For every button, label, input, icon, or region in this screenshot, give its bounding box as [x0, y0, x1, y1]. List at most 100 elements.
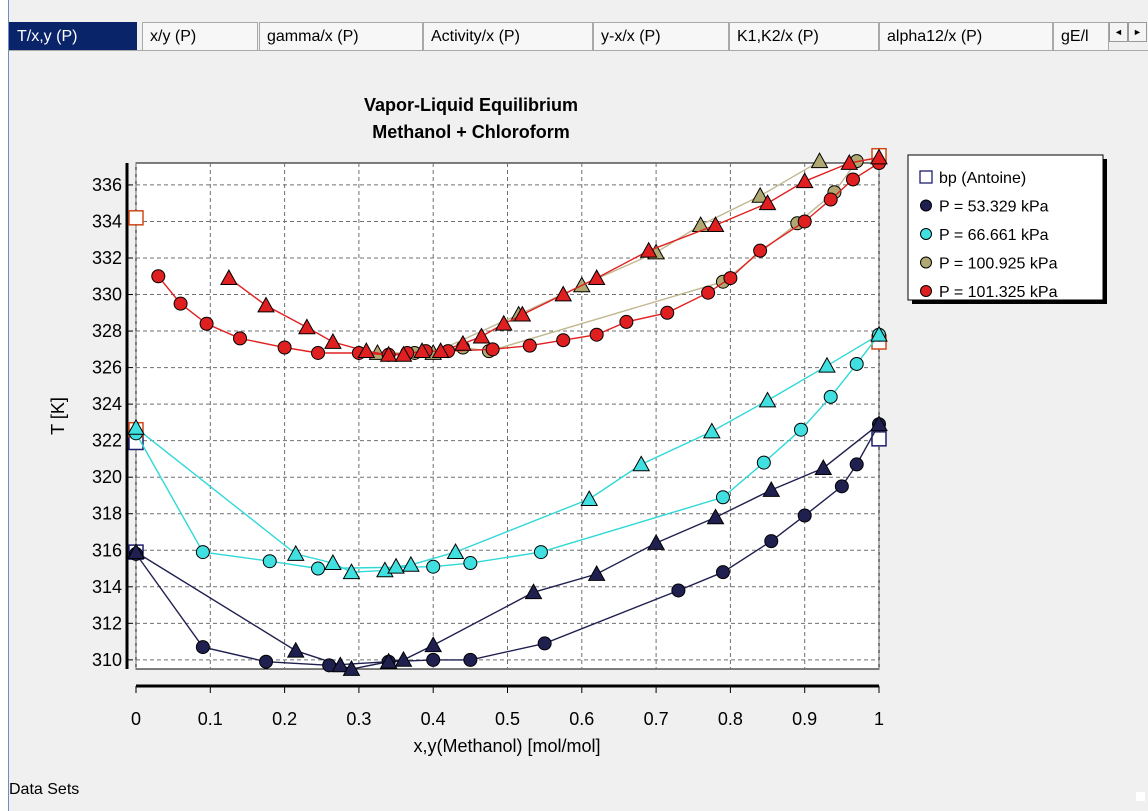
bp-antoine-marker [871, 431, 887, 447]
legend-box [907, 154, 1104, 301]
bubble-point-marker [834, 479, 849, 494]
dew-point-marker [647, 533, 665, 550]
bubble-point-marker [849, 356, 864, 371]
dew-point-marker [524, 583, 543, 600]
bubble-point-marker [463, 556, 478, 571]
bubble-point-marker [715, 490, 730, 505]
dew-point-marker [220, 269, 238, 285]
bubble-point-marker [522, 338, 537, 353]
bubble-point-marker [849, 457, 864, 472]
bubble-point-marker [797, 214, 812, 229]
bubble-point-marker [715, 565, 730, 580]
tab-scroll-left-button[interactable]: ◄ [1109, 22, 1128, 42]
dew-point-marker [587, 564, 606, 581]
legend-label: P = 100.925 kPa [939, 256, 1058, 273]
tab-k1k2[interactable]: K1,K2/x (P) [729, 22, 879, 50]
dew-point-marker [758, 194, 777, 211]
x-tick-label: 0.3 [346, 709, 371, 729]
x-tick-label: 0.5 [495, 709, 520, 729]
tab-y-minus-x[interactable]: y-x/x (P) [593, 22, 729, 50]
dew-point-marker [257, 296, 275, 313]
bubble-point-marker [701, 285, 716, 300]
legend-label: P = 66.661 kPa [939, 227, 1049, 244]
bubble-point-marker [764, 534, 779, 549]
resize-grip[interactable] [1136, 792, 1145, 801]
y-tick-label: 336 [92, 175, 122, 195]
dew-point-marker [818, 356, 836, 373]
tab-bar: T/x,y (P) x/y (P) gamma/x (P) Activity/x… [9, 22, 1148, 51]
tab-alpha12[interactable]: alpha12/x (P) [879, 22, 1053, 50]
window-left-border [0, 0, 9, 811]
dew-point-marker [324, 554, 342, 570]
y-tick-label: 324 [92, 394, 122, 414]
dew-point-marker [342, 659, 361, 676]
dew-point-marker [286, 544, 305, 561]
x-axis-ticks: 0 0.1 0.2 0.3 0.4 0.5 0.6 0.7 0.8 0.9 1 [131, 686, 884, 729]
bubble-point-marker [311, 345, 326, 360]
x-tick-label: 0.9 [792, 709, 817, 729]
dew-point-marker [286, 641, 305, 658]
dew-point-marker [587, 269, 606, 285]
legend-label: bp (Antoine) [939, 170, 1026, 187]
y-tick-label: 328 [92, 321, 122, 341]
tab-txy[interactable]: T/x,y (P) [9, 22, 137, 50]
x-tick-label: 0.8 [718, 709, 743, 729]
dew-point-marker [870, 148, 888, 165]
x-tick-label: 0.1 [198, 709, 223, 729]
dew-point-marker [580, 490, 599, 507]
dew-point-marker [706, 508, 725, 525]
bubble-point-marker [823, 192, 838, 207]
bubble-point-marker [797, 508, 812, 523]
bubble-point-marker [233, 331, 248, 346]
dew-point-marker [572, 276, 591, 293]
y-tick-label: 322 [92, 431, 122, 451]
dew-point-marker [387, 557, 405, 574]
bubble-point-marker [756, 455, 771, 470]
tab-scroll-right-button[interactable]: ► [1128, 22, 1147, 42]
tab-ge[interactable]: gE/l [1053, 22, 1109, 50]
y-tick-label: 314 [92, 577, 122, 597]
dew-point-marker [298, 318, 316, 335]
dew-point-marker [795, 172, 814, 189]
tab-gamma[interactable]: gamma/x (P) [259, 22, 423, 50]
tab-underline [9, 50, 1148, 51]
y-tick-label: 334 [92, 211, 122, 231]
bubble-point-marker [426, 559, 441, 574]
dew-point-marker [446, 543, 465, 559]
bubble-point-marker [823, 389, 838, 404]
bp-antoine-marker [128, 210, 144, 226]
dew-point-marker [342, 563, 361, 580]
bubble-point-marker [619, 314, 634, 329]
dew-point-marker [127, 418, 145, 435]
bubble-point-marker [537, 636, 552, 651]
dew-point-marker [870, 325, 888, 342]
tab-xy[interactable]: x/y (P) [142, 22, 258, 50]
y-tick-label: 310 [92, 650, 122, 670]
bubble-point-marker [195, 545, 210, 560]
bubble-point-marker [463, 652, 478, 667]
chart-title: Vapor-Liquid Equilibrium [364, 95, 578, 115]
dew-point-marker [324, 332, 342, 349]
bubble-point-marker [195, 640, 210, 655]
bubble-point-marker [556, 333, 571, 348]
legend-items: bp (Antoine) P = 53.329 kPa P = 66.661 kPa… [919, 170, 1058, 301]
dew-point-marker [706, 216, 725, 233]
dew-point-marker [431, 342, 450, 359]
dew-point-marker [639, 241, 658, 258]
dew-point-marker [814, 459, 833, 475]
legend-marker-circle [920, 256, 932, 269]
y-tick-label: 330 [92, 285, 122, 305]
dew-point-marker [402, 555, 420, 572]
bubble-point-marker [277, 340, 292, 355]
y-tick-label: 326 [92, 358, 122, 378]
x-tick-label: 0.4 [421, 709, 446, 729]
gridlines [135, 163, 880, 669]
data-sets-label: Data Sets [9, 781, 80, 798]
dew-point-marker [454, 334, 472, 351]
dew-point-marker [413, 342, 431, 359]
tab-activity[interactable]: Activity/x (P) [423, 22, 593, 50]
bubble-point-marker [533, 545, 548, 560]
bubble-point-marker [723, 271, 738, 286]
y-tick-label: 332 [92, 248, 122, 268]
dew-point-marker [751, 186, 769, 203]
